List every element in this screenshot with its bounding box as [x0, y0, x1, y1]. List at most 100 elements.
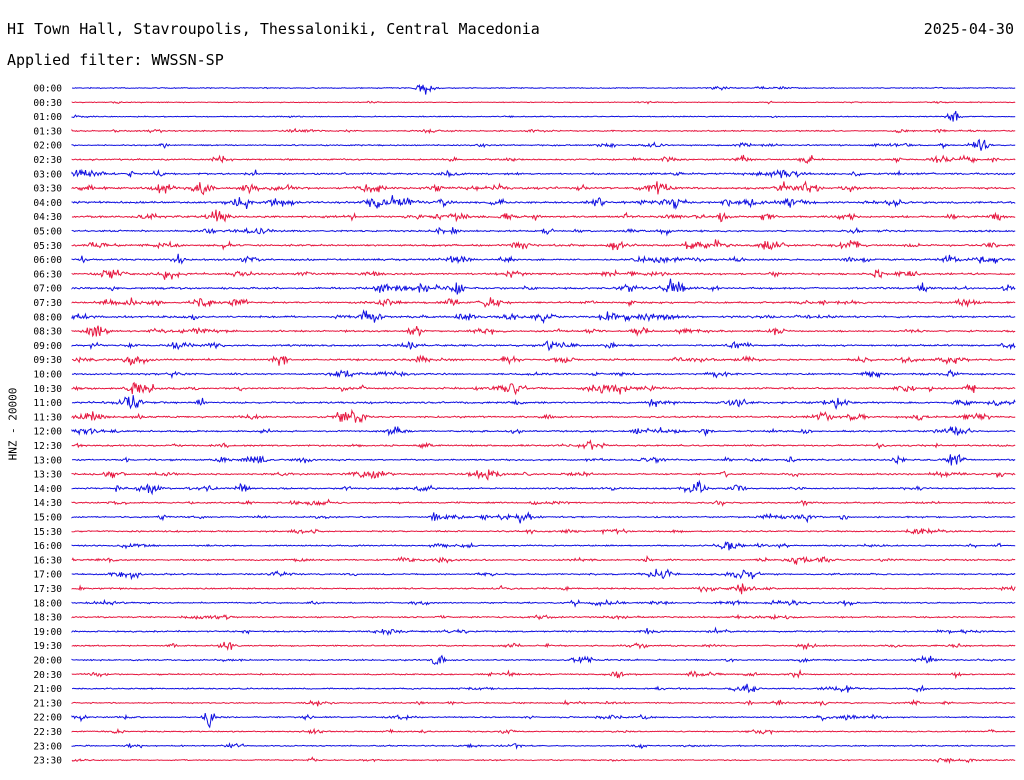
- trace-line: [71, 756, 1016, 765]
- trace-line: [71, 439, 1016, 450]
- trace-line: [71, 408, 1016, 424]
- trace-line: [71, 83, 1016, 95]
- trace-line: [71, 727, 1016, 736]
- trace-line: [71, 110, 1016, 122]
- row-time-label: 22:30: [33, 727, 62, 738]
- trace-line: [71, 568, 1016, 581]
- row-time-label: 14:30: [33, 498, 62, 509]
- trace-line: [71, 340, 1016, 352]
- station-title: HI Town Hall, Stavroupolis, Thessaloniki…: [7, 20, 540, 38]
- row-time-label: 20:30: [33, 670, 62, 681]
- trace-line: [71, 253, 1016, 265]
- row-time-label: 19:30: [33, 641, 62, 652]
- row-time-label: 07:00: [33, 284, 62, 295]
- row-time-label: 09:30: [33, 355, 62, 366]
- row-time-label: 10:00: [33, 370, 62, 381]
- row-time-label: 16:30: [33, 555, 62, 566]
- row-time-label: 04:00: [33, 198, 62, 209]
- trace-line: [71, 381, 1016, 396]
- row-time-label: 10:30: [33, 384, 62, 395]
- row-time-label: 01:00: [33, 112, 62, 123]
- trace-line: [71, 598, 1016, 608]
- row-time-label: 22:00: [33, 713, 62, 724]
- trace-line: [71, 309, 1016, 325]
- row-time-label: 05:30: [33, 241, 62, 252]
- trace-line: [71, 712, 1016, 729]
- row-time-label: 04:30: [33, 212, 62, 223]
- trace-line: [71, 195, 1016, 211]
- row-time-label: 14:00: [33, 484, 62, 495]
- row-time-label: 05:00: [33, 227, 62, 238]
- trace-line: [71, 541, 1016, 551]
- trace-line: [71, 479, 1016, 496]
- row-time-label: 20:00: [33, 656, 62, 667]
- trace-line: [71, 100, 1016, 105]
- row-time-label: 21:30: [33, 698, 62, 709]
- row-time-label: 18:30: [33, 613, 62, 624]
- trace-line: [71, 498, 1016, 507]
- filter-label: Applied filter: WWSSN-SP: [7, 51, 224, 69]
- trace-line: [71, 511, 1016, 524]
- trace-line: [71, 168, 1016, 179]
- trace-line: [71, 668, 1016, 680]
- trace-line: [71, 698, 1016, 707]
- trace-line: [71, 354, 1016, 366]
- trace-line: [71, 683, 1016, 694]
- trace-line: [71, 583, 1016, 595]
- trace-line: [71, 613, 1016, 621]
- row-time-label: 19:00: [33, 627, 62, 638]
- trace-line: [71, 425, 1016, 437]
- row-time-label: 00:00: [33, 84, 62, 95]
- row-time-label: 17:00: [33, 570, 62, 581]
- row-time-label: 03:30: [33, 184, 62, 195]
- row-time-label: 02:30: [33, 155, 62, 166]
- trace-line: [71, 154, 1016, 165]
- row-time-label: 11:30: [33, 412, 62, 423]
- trace-line: [71, 453, 1016, 466]
- row-time-label: 13:30: [33, 470, 62, 481]
- trace-line: [71, 626, 1016, 637]
- row-time-label: 18:00: [33, 598, 62, 609]
- row-time-label: 01:30: [33, 126, 62, 137]
- row-time-label: 17:30: [33, 584, 62, 595]
- row-time-label: 02:00: [33, 141, 62, 152]
- trace-line: [71, 239, 1016, 251]
- trace-line: [71, 138, 1016, 151]
- row-time-label: 16:00: [33, 541, 62, 552]
- trace-line: [71, 180, 1016, 196]
- row-time-label: 11:00: [33, 398, 62, 409]
- trace-line: [71, 469, 1016, 481]
- trace-line: [71, 742, 1016, 750]
- trace-line: [71, 369, 1016, 379]
- trace-line: [71, 278, 1016, 295]
- row-time-label: 21:00: [33, 684, 62, 695]
- row-time-label: 03:00: [33, 169, 62, 180]
- trace-line: [71, 527, 1016, 536]
- trace-line: [71, 127, 1016, 135]
- row-time-label: 23:00: [33, 741, 62, 752]
- row-time-label: 06:30: [33, 269, 62, 280]
- trace-line: [71, 554, 1016, 565]
- row-time-label: 15:00: [33, 513, 62, 524]
- row-time-label: 23:30: [33, 756, 62, 767]
- trace-line: [71, 297, 1016, 308]
- row-time-label: 12:00: [33, 427, 62, 438]
- trace-line: [71, 226, 1016, 237]
- row-time-label: 15:30: [33, 527, 62, 538]
- trace-line: [71, 325, 1016, 338]
- row-time-label: 08:30: [33, 327, 62, 338]
- date-label: 2025-04-30: [923, 20, 1014, 38]
- row-time-label: 07:30: [33, 298, 62, 309]
- row-time-label: 13:00: [33, 455, 62, 466]
- row-time-label: 00:30: [33, 98, 62, 109]
- trace-line: [71, 395, 1016, 410]
- row-time-label: 08:00: [33, 312, 62, 323]
- row-time-label: 06:00: [33, 255, 62, 266]
- trace-line: [71, 654, 1016, 665]
- trace-line: [71, 209, 1016, 223]
- trace-line: [71, 641, 1016, 651]
- row-time-label: 12:30: [33, 441, 62, 452]
- trace-line: [71, 268, 1016, 280]
- row-time-label: 09:00: [33, 341, 62, 352]
